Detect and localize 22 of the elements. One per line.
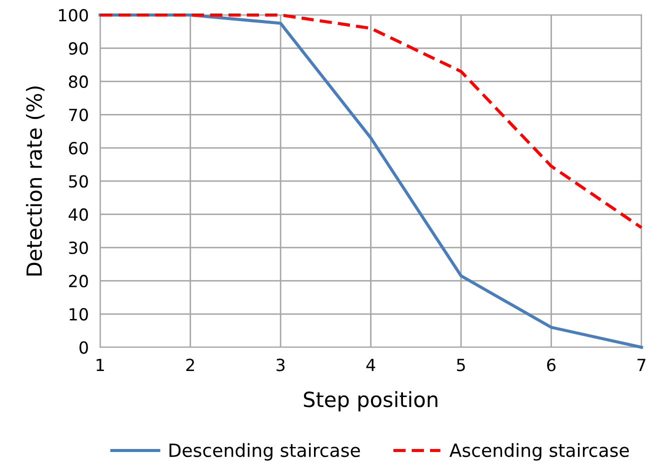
x-tick-label: 7	[638, 358, 646, 372]
x-tick-label: 3	[276, 358, 285, 372]
x-tick-label: 4	[366, 358, 376, 372]
y-tick-label: 0	[80, 341, 88, 354]
y-tick-label: 70	[69, 108, 88, 122]
y-tick-label: 40	[68, 208, 88, 221]
x-tick-label: 2	[186, 358, 194, 372]
x-tick-label: 1	[96, 358, 104, 372]
x-tick-label: 6	[547, 358, 556, 372]
y-tick-label: 80	[68, 75, 88, 88]
y-axis-title: Detection rate (%)	[26, 86, 45, 276]
y-tick-label: 90	[68, 42, 88, 55]
legend-label: Descending staircase	[170, 443, 360, 461]
legend-label: Ascending staircase	[450, 443, 629, 461]
y-tick-label: 30	[69, 242, 88, 254]
y-tick-label: 100	[59, 8, 88, 22]
y-tick-label: 50	[69, 175, 88, 188]
x-axis-title: Step position	[304, 391, 438, 412]
y-tick-label: 10	[70, 308, 88, 321]
x-tick-label: 5	[457, 358, 465, 372]
y-tick-label: 60	[68, 142, 88, 154]
y-tick-label: 20	[69, 274, 88, 288]
